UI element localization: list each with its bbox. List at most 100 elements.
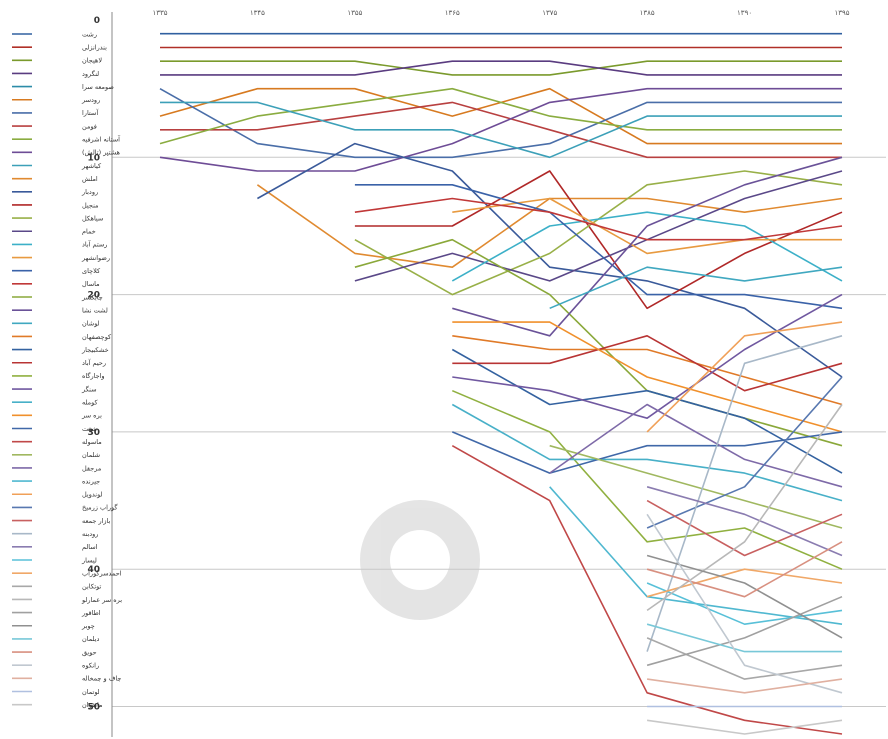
legend-label: خمام [82,228,96,236]
legend-label: رانکوه [82,662,99,670]
legend-label: توتکابن [82,583,101,591]
legend-label: لشت نشا [82,306,108,314]
y-tick-label: 30 [87,428,100,438]
series-line [354,184,843,310]
legend-label: احمدسرگوراب [82,569,122,577]
legend-label: رحیم آباد [82,358,106,367]
y-tick-label: 20 [87,291,100,301]
series-line [646,595,843,667]
series-line [451,403,843,502]
legend-label: لوندویل [82,491,102,499]
legend-label: چاف و چمخاله [82,675,121,683]
legend-label: منجیل [82,201,99,209]
legend-label: رستم آباد [82,240,107,249]
legend-label: لوتمان [82,688,100,696]
legend-label: لاهیجان [82,57,102,65]
legend-label: کلاچای [82,267,101,275]
legend-label: لیسار [81,556,97,564]
legend-label: حویق [82,648,97,656]
legend-label: بازار جمعه [82,517,111,525]
legend-label: بره سر عمارلو [81,596,122,604]
x-tick-label: ۱۳۹۰ [737,9,752,17]
series-line [549,444,843,529]
series-line [646,486,843,557]
series-line [452,335,843,406]
legend-label: مرجقل [82,464,101,472]
legend-label: کوچصفهان [82,333,112,341]
legend-label: اسالم [82,543,98,551]
legend-label: چوبر [81,622,95,630]
legend-label: ماسوله [82,438,102,446]
legend-label: مانقوان [82,701,103,709]
series-line [646,623,842,653]
series-line [159,87,842,145]
y-tick-label: 0 [94,16,100,26]
series-line [452,156,843,337]
legend-label: شلمان [82,451,100,459]
series-line [646,321,843,433]
series-line [451,348,843,474]
series-line [451,211,843,282]
y-tick-label: 40 [87,565,100,575]
legend-label: کومله [82,399,98,407]
series-line [160,60,842,76]
series-line [257,142,843,378]
series-line [451,445,843,735]
series-line [354,170,843,310]
series-line [646,719,843,735]
series-line [451,431,843,474]
legend-label: دیلمان [82,635,99,643]
series-line [646,376,843,529]
x-tick-label: ۱۳۵۵ [347,9,362,17]
series-line [452,334,843,392]
legend-label: آستانه اشرفیه [82,135,121,144]
legend-label: سیاهکل [82,214,103,222]
series-line [354,170,843,296]
y-tick-label: 10 [87,153,100,163]
x-axis: ۱۳۳۵ ۱۳۴۵ ۱۳۵۵ ۱۳۶۵ ۱۳۷۵ ۱۳۸۵ ۱۳۹۰ ۱۳۹۵ [152,9,849,17]
legend-label: کیاشهر [81,162,102,170]
series-line [646,499,843,557]
series-line [159,87,842,172]
legend-label: شفت [82,425,97,433]
series-line [646,582,843,626]
series-lines [159,32,843,735]
series-line [646,404,843,612]
series-line [160,101,842,159]
legend-label: واجارگاه [82,372,105,380]
legend-label: چابکسر [81,293,103,301]
legend-label: رودبنه [82,530,98,538]
legend-label: اطاقور [81,609,101,617]
legend-label: آستارا [82,108,99,117]
legend-label: رودبار [81,188,98,196]
legend: رشت بندرانزلی لاهیجان لنگرود صومعه سرا رودسر آ… [12,30,122,709]
x-tick-label: ۱۳۶۵ [445,9,460,17]
legend-label: هشتپر (تالش) [82,149,121,157]
series-line [452,321,843,433]
x-tick-label: ۱۳۸۵ [640,9,655,17]
series-line [354,238,843,447]
series-line [354,197,843,241]
legend-label: صومعه سرا [82,83,114,91]
series-line [452,293,843,420]
series-line [646,335,843,652]
series-line [646,637,843,680]
series-line [646,678,843,694]
x-tick-label: ۱۳۷۵ [542,9,557,17]
series-line [354,170,843,282]
series-line [646,541,843,598]
x-tick-label: ۱۳۴۵ [250,9,265,17]
y-tick-label: 50 [87,703,100,713]
legend-label: ماسال [82,280,100,288]
legend-label: گوراب زرمیخ [82,504,118,512]
legend-label: لوشان [82,320,100,328]
series-line [159,88,842,159]
legend-label: بره سر [81,412,102,420]
legend-label: املش [82,175,98,183]
x-tick-label: ۱۳۹۵ [834,9,849,17]
series-line [549,266,843,310]
x-tick-label: ۱۳۳۵ [152,9,167,17]
watermark [360,500,480,620]
legend-label: خشکبیجار [81,346,109,354]
